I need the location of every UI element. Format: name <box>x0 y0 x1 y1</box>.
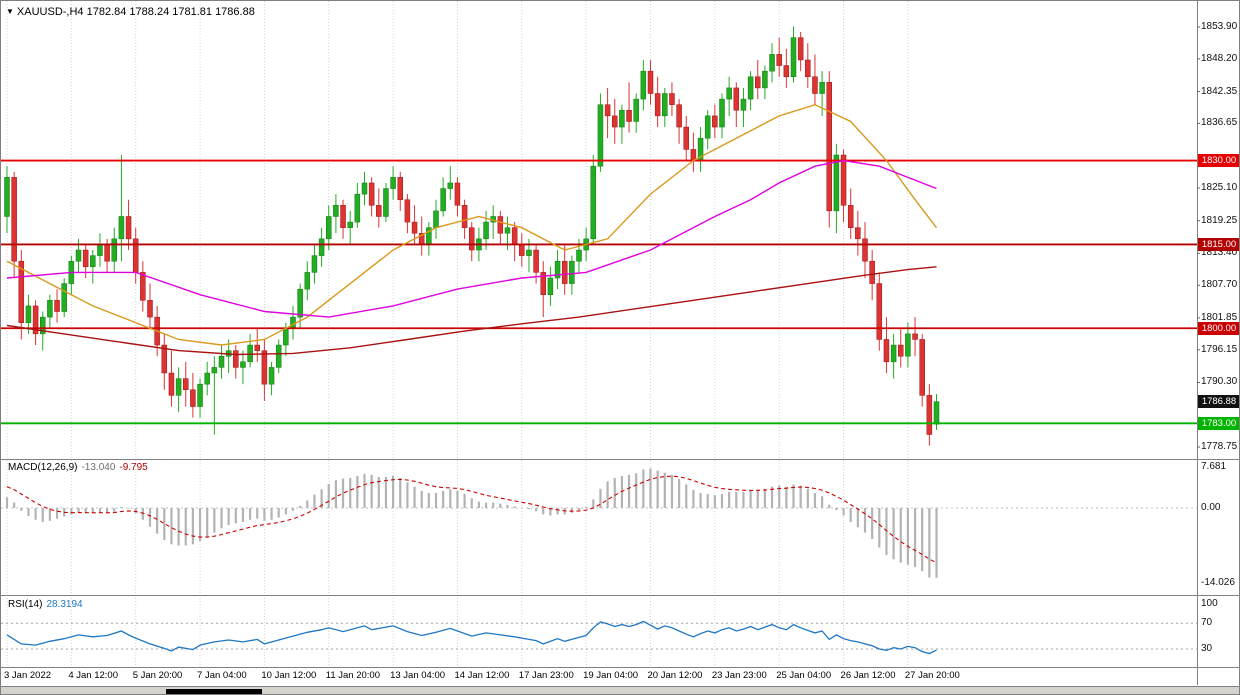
time-axis-label: 14 Jan 12:00 <box>454 670 510 681</box>
price-tick-label: 1790.30 <box>1201 376 1238 388</box>
price-level-badge: 1830.00 <box>1198 154 1239 168</box>
time-gridlines <box>6 1 909 667</box>
macd-axis-label: -14.026 <box>1201 577 1235 588</box>
time-axis-label: 11 Jan 20:00 <box>325 670 380 681</box>
time-axis-label: 26 Jan 12:00 <box>840 670 896 681</box>
rsi-axis-label: 100 <box>1201 598 1218 609</box>
time-axis-label: 23 Jan 23:00 <box>711 670 767 681</box>
time-axis-label: 17 Jan 23:00 <box>518 670 574 681</box>
current-price-badge: 1786.88 <box>1198 395 1239 409</box>
ma-fast <box>6 103 938 346</box>
time-axis-label: 5 Jan 20:00 <box>132 670 183 681</box>
ma-slow <box>6 266 937 356</box>
rsi-layer <box>1 620 1197 655</box>
macd-main-value: -13.040 <box>81 462 116 473</box>
price-tick-label: 1836.65 <box>1201 117 1238 129</box>
price-tick-label: 1796.15 <box>1201 343 1238 355</box>
symbol-dropdown-icon[interactable]: ▼ <box>6 7 14 16</box>
price-tick-label: 1848.20 <box>1201 52 1238 64</box>
price-tick-label: 1778.75 <box>1201 441 1238 453</box>
time-axis-label: 27 Jan 20:00 <box>904 670 960 681</box>
macd-name: MACD(12,26,9) <box>8 462 78 473</box>
time-axis-label: 20 Jan 12:00 <box>647 670 703 681</box>
time-axis-label: 19 Jan 04:00 <box>583 670 639 681</box>
rsi-axis-label: 70 <box>1201 617 1213 629</box>
time-axis-label: 4 Jan 12:00 <box>68 670 118 681</box>
macd-signal-value: -9.795 <box>119 462 148 473</box>
price-tick-label: 1807.70 <box>1201 279 1238 291</box>
price-tick-label: 1842.35 <box>1201 85 1238 97</box>
ohlc-values: 1782.84 1788.24 1781.81 1786.88 <box>86 6 255 18</box>
horizontal-scrollbar[interactable] <box>1 686 1239 694</box>
price-tick-label: 1813.40 <box>1201 247 1238 259</box>
macd-axis-label: 7.681 <box>1201 460 1227 472</box>
rsi-value: 28.3194 <box>46 599 83 610</box>
symbol-header: ▼ XAUUSD-,H4 1782.84 1788.24 1781.81 1786… <box>6 6 255 18</box>
rsi-line <box>6 620 937 655</box>
price-tick-label: 1819.25 <box>1201 214 1238 226</box>
moving-averages-layer <box>6 103 938 356</box>
scrollbar-thumb[interactable] <box>166 689 262 694</box>
rsi-name: RSI(14) <box>8 599 43 610</box>
price-level-badge: 1800.00 <box>1198 321 1239 335</box>
ma-mid <box>6 159 937 318</box>
macd-signal-line <box>6 475 937 564</box>
time-axis-label: 10 Jan 12:00 <box>261 670 317 681</box>
price-level-badge: 1815.00 <box>1198 237 1239 251</box>
price-level-badge: 1783.00 <box>1198 416 1239 430</box>
price-tick-label: 1801.85 <box>1201 311 1238 323</box>
rsi-axis-label: 30 <box>1201 642 1213 654</box>
macd-axis-label: 0.00 <box>1201 502 1221 513</box>
time-axis-label: 7 Jan 04:00 <box>197 670 247 681</box>
rsi-indicator-label: RSI(14) 28.3194 <box>8 599 87 610</box>
candles-layer <box>4 26 940 446</box>
horizontal-level-lines[interactable] <box>1 159 1197 425</box>
macd-layer <box>1 468 1197 578</box>
symbol-title: XAUUSD-,H4 <box>16 6 84 18</box>
macd-indicator-label: MACD(12,26,9) -13.040 -9.795 <box>8 462 152 473</box>
price-tick-label: 1825.10 <box>1201 181 1238 193</box>
price-tick-label: 1853.90 <box>1201 20 1238 32</box>
time-axis-label: 25 Jan 04:00 <box>776 670 832 681</box>
time-axis-label: 13 Jan 04:00 <box>390 670 446 681</box>
time-axis-label: 3 Jan 2022 <box>4 670 52 681</box>
